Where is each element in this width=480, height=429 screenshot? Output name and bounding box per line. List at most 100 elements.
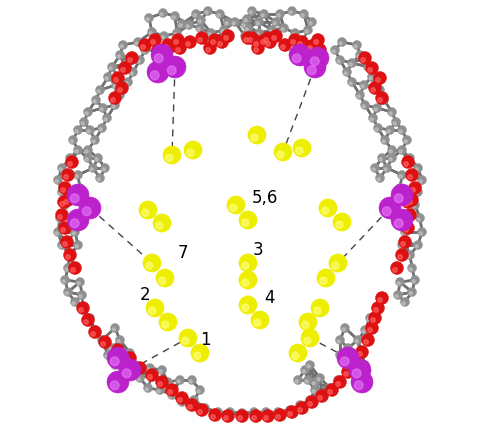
Circle shape xyxy=(381,100,384,103)
Circle shape xyxy=(361,85,364,88)
Circle shape xyxy=(69,262,82,275)
Circle shape xyxy=(391,262,404,275)
Circle shape xyxy=(62,280,65,283)
Circle shape xyxy=(333,213,351,231)
Circle shape xyxy=(85,314,95,323)
Circle shape xyxy=(293,375,302,384)
Circle shape xyxy=(405,198,408,201)
Circle shape xyxy=(384,168,387,171)
Circle shape xyxy=(359,51,372,64)
Circle shape xyxy=(85,126,95,135)
Circle shape xyxy=(176,392,189,405)
Circle shape xyxy=(303,375,312,384)
Circle shape xyxy=(381,136,389,145)
Circle shape xyxy=(168,390,177,399)
Circle shape xyxy=(111,72,124,85)
Circle shape xyxy=(300,9,309,18)
Circle shape xyxy=(137,60,140,63)
Circle shape xyxy=(379,158,382,161)
Circle shape xyxy=(85,158,88,161)
Circle shape xyxy=(85,150,88,153)
Circle shape xyxy=(186,25,189,28)
Circle shape xyxy=(264,36,276,48)
Circle shape xyxy=(408,181,421,194)
Circle shape xyxy=(274,408,283,417)
Circle shape xyxy=(375,91,388,105)
Circle shape xyxy=(363,63,372,72)
Circle shape xyxy=(121,68,125,72)
Circle shape xyxy=(254,319,261,326)
Circle shape xyxy=(127,353,130,356)
Circle shape xyxy=(87,130,90,133)
Circle shape xyxy=(398,255,402,259)
Circle shape xyxy=(208,33,221,46)
Circle shape xyxy=(354,45,357,48)
Circle shape xyxy=(361,333,374,347)
Circle shape xyxy=(302,321,309,328)
Circle shape xyxy=(322,207,329,214)
Circle shape xyxy=(256,22,259,25)
Circle shape xyxy=(354,381,363,390)
Circle shape xyxy=(415,168,418,171)
Circle shape xyxy=(419,232,422,235)
Circle shape xyxy=(56,214,64,223)
Circle shape xyxy=(230,18,240,27)
Circle shape xyxy=(158,382,162,386)
Circle shape xyxy=(95,158,98,161)
Circle shape xyxy=(198,38,203,42)
Circle shape xyxy=(60,200,70,209)
Circle shape xyxy=(251,134,258,141)
Circle shape xyxy=(296,36,309,48)
Circle shape xyxy=(336,350,345,360)
Circle shape xyxy=(245,28,248,31)
Circle shape xyxy=(301,14,304,17)
Circle shape xyxy=(110,381,119,390)
Circle shape xyxy=(309,22,312,25)
Circle shape xyxy=(382,207,391,216)
Circle shape xyxy=(344,360,352,369)
Circle shape xyxy=(174,33,177,36)
Circle shape xyxy=(68,162,72,166)
Circle shape xyxy=(144,384,153,393)
Circle shape xyxy=(244,38,248,42)
Circle shape xyxy=(298,408,302,412)
Circle shape xyxy=(375,128,378,131)
Circle shape xyxy=(149,32,152,35)
Circle shape xyxy=(59,192,62,195)
Circle shape xyxy=(84,108,93,117)
Circle shape xyxy=(357,353,360,356)
Circle shape xyxy=(117,55,120,58)
Circle shape xyxy=(379,197,401,219)
Circle shape xyxy=(116,91,124,100)
Circle shape xyxy=(373,72,386,85)
Circle shape xyxy=(239,413,242,416)
Circle shape xyxy=(144,13,154,22)
Circle shape xyxy=(238,408,247,417)
Circle shape xyxy=(135,55,144,64)
Circle shape xyxy=(139,201,157,219)
Circle shape xyxy=(63,263,72,272)
Circle shape xyxy=(146,299,164,317)
Circle shape xyxy=(361,57,365,62)
Circle shape xyxy=(292,352,299,360)
Circle shape xyxy=(202,408,205,411)
Circle shape xyxy=(108,63,117,72)
Circle shape xyxy=(125,51,139,64)
Circle shape xyxy=(308,45,312,50)
Circle shape xyxy=(413,163,422,172)
Circle shape xyxy=(337,347,359,369)
Circle shape xyxy=(269,30,283,42)
Circle shape xyxy=(383,163,392,172)
Circle shape xyxy=(369,114,377,123)
Circle shape xyxy=(369,77,372,80)
Circle shape xyxy=(325,384,338,396)
Circle shape xyxy=(335,380,338,383)
Circle shape xyxy=(291,39,295,44)
Circle shape xyxy=(348,356,361,369)
Circle shape xyxy=(159,277,166,284)
Circle shape xyxy=(153,214,171,232)
Circle shape xyxy=(224,416,228,420)
Circle shape xyxy=(313,43,326,57)
Circle shape xyxy=(61,169,74,181)
Circle shape xyxy=(221,410,235,423)
